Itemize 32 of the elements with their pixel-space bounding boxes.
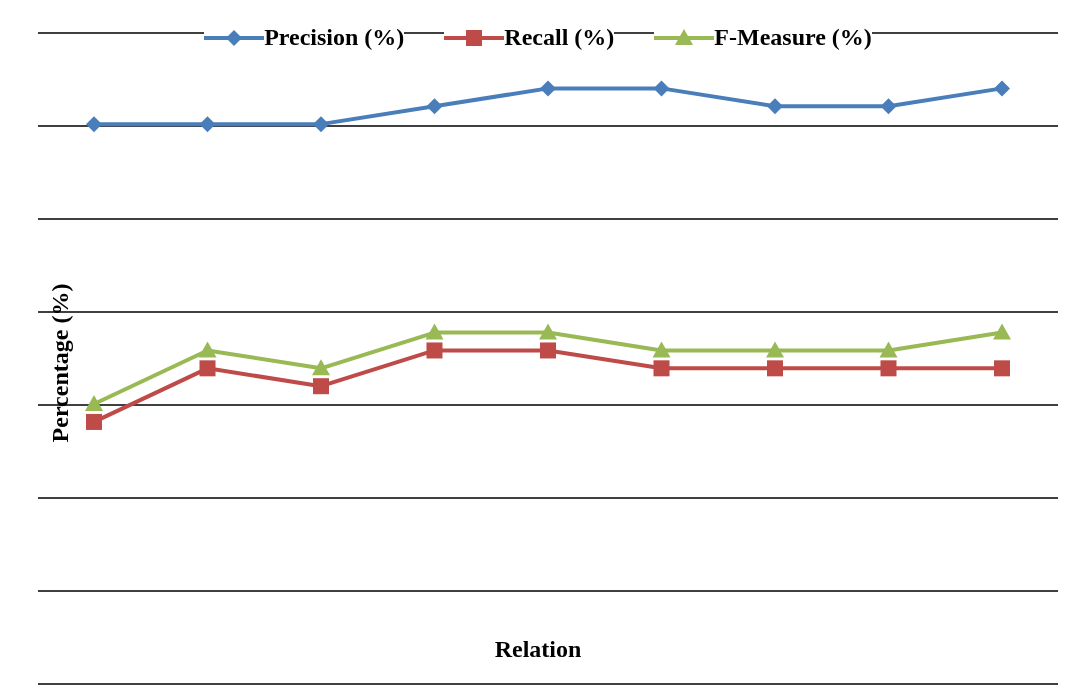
point [767, 98, 783, 115]
point [539, 323, 557, 340]
point [85, 395, 103, 412]
point [993, 323, 1011, 340]
point [653, 360, 670, 377]
point [425, 323, 444, 340]
point [540, 342, 556, 359]
point [880, 98, 897, 115]
legend-label: Recall (%) [504, 24, 615, 51]
point [540, 80, 556, 97]
legend-label: Precision (%) [264, 24, 405, 51]
point [880, 360, 897, 377]
point [312, 359, 330, 376]
point [199, 360, 216, 377]
point [86, 116, 102, 133]
point [86, 413, 102, 430]
y-axis-title: Percentage (%) [46, 283, 74, 443]
point [313, 116, 329, 133]
point [426, 342, 443, 359]
point [199, 116, 216, 133]
point [994, 360, 1010, 377]
point [198, 341, 217, 358]
point [652, 341, 671, 358]
point [766, 341, 784, 358]
point [994, 80, 1010, 97]
legend-label: F-Measure (%) [714, 24, 872, 51]
point [313, 378, 329, 395]
point [767, 360, 783, 377]
x-axis-title: Relation [493, 636, 583, 663]
point [653, 80, 670, 97]
point [426, 98, 443, 115]
point [879, 341, 898, 358]
